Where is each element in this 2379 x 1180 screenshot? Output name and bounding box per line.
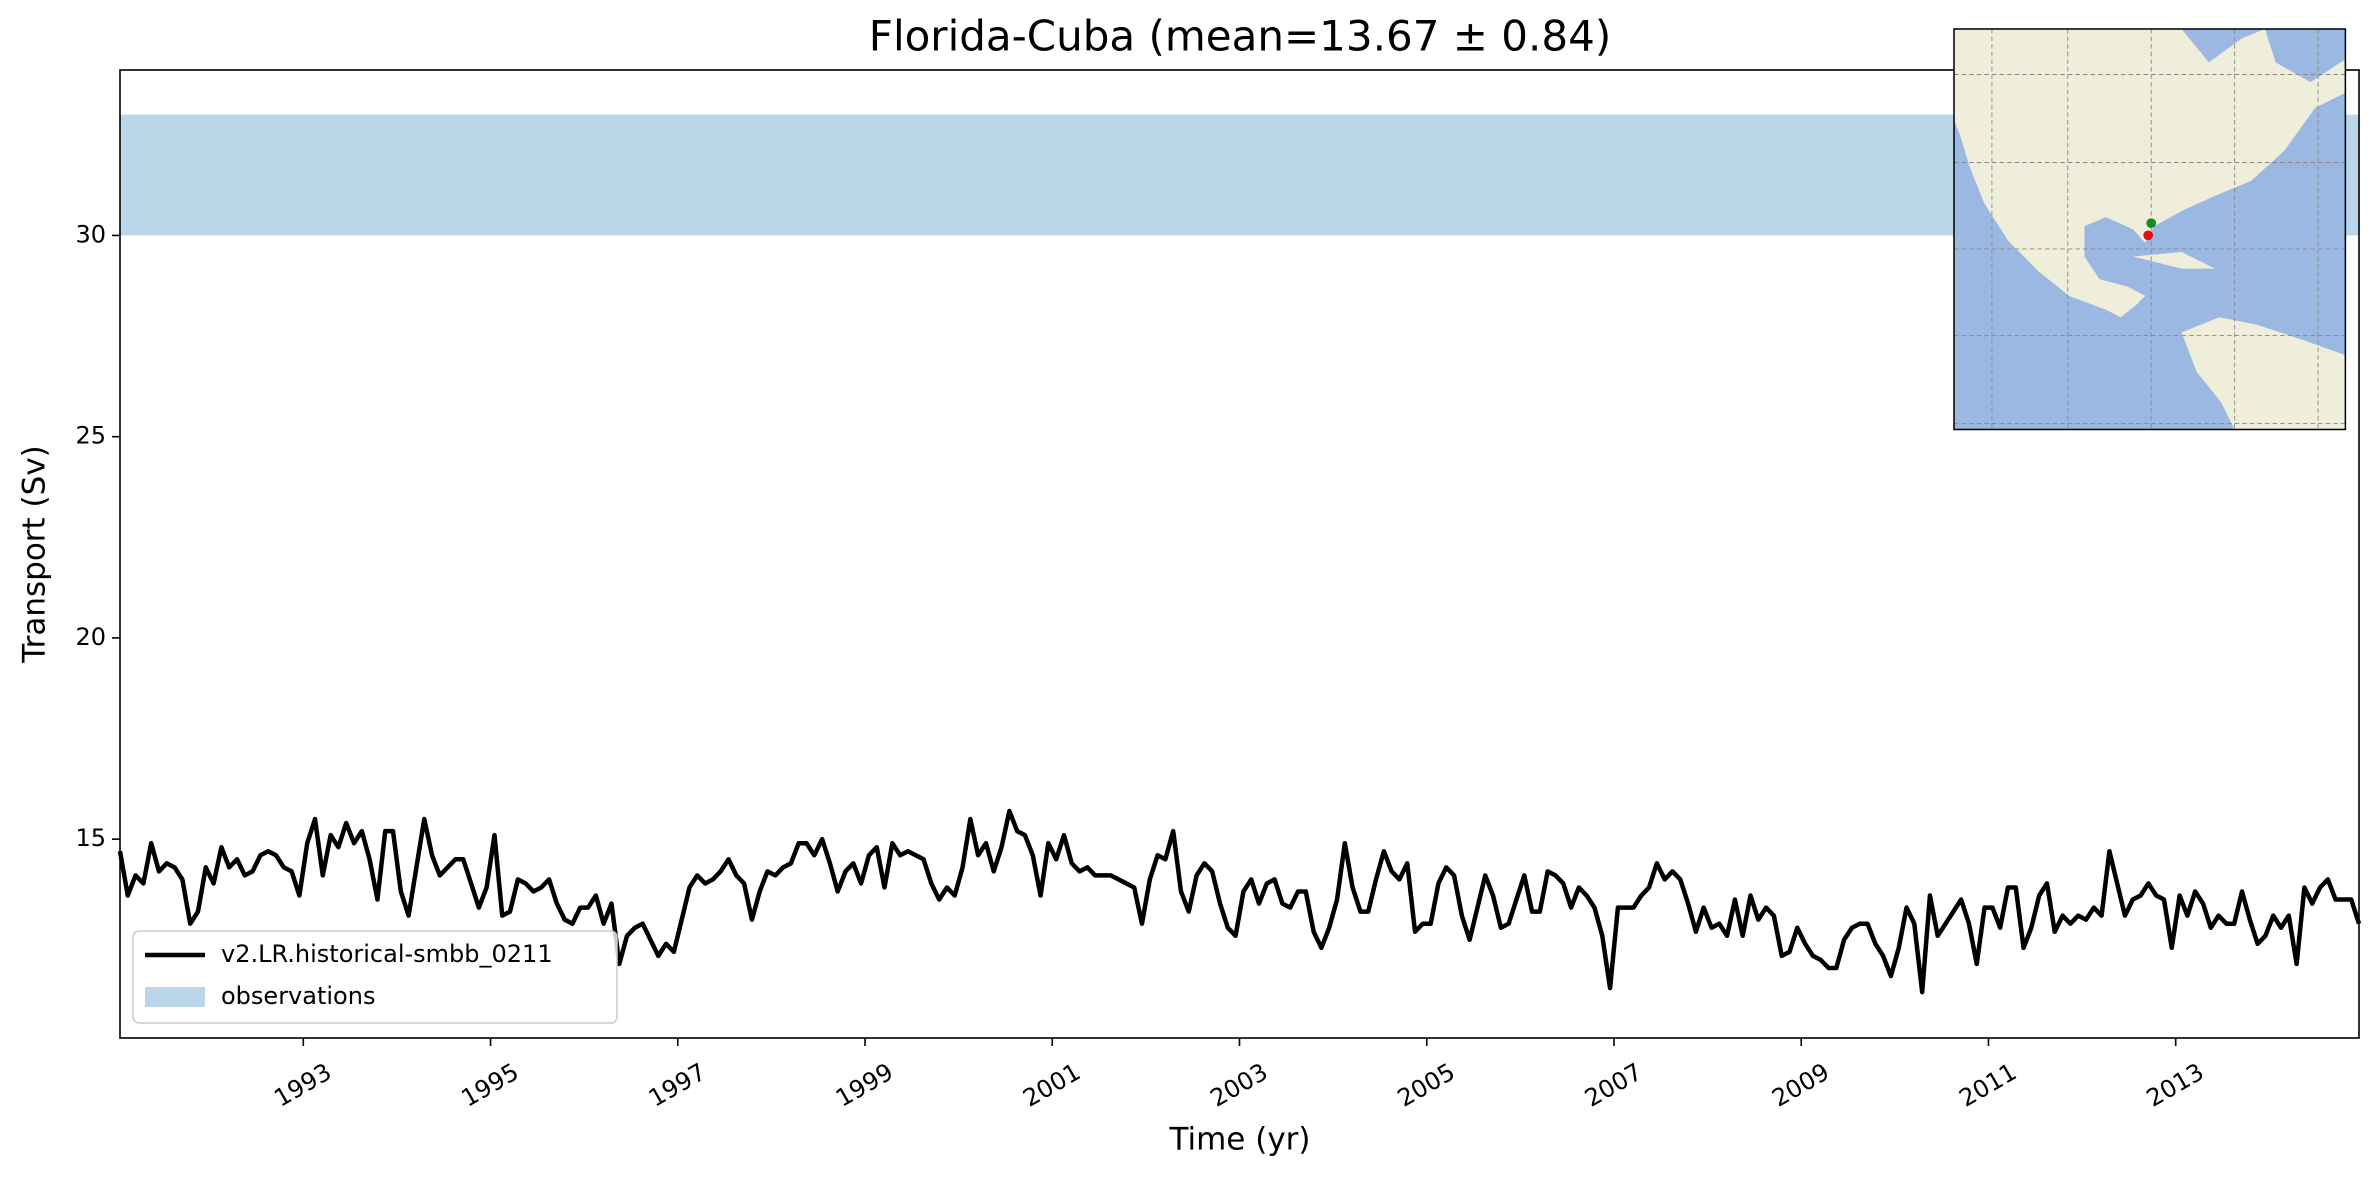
map-frame	[1953, 28, 2347, 431]
map-land	[1954, 29, 2346, 318]
series-line	[117, 808, 2362, 995]
y-tick-label: 30	[75, 220, 106, 248]
chart-title: Florida-Cuba (mean=13.67 ± 0.84)	[869, 12, 1611, 61]
y-tick-label: 25	[75, 422, 106, 450]
legend-label: observations	[221, 982, 375, 1010]
map-inset	[1953, 28, 2347, 431]
y-tick-label: 15	[75, 824, 106, 852]
map-sea	[2264, 29, 2346, 78]
y-tick-label: 20	[75, 623, 106, 651]
map-land	[2181, 317, 2346, 430]
legend-swatch	[145, 987, 205, 1007]
legend-box	[132, 930, 618, 1024]
legend-label: v2.LR.historical-smbb_0211	[221, 940, 553, 968]
x-axis-label: Time (yr)	[1169, 1122, 1311, 1158]
map-grid	[1954, 29, 2346, 430]
map-marker	[2146, 218, 2157, 229]
map-land	[2133, 251, 2215, 269]
map-marker	[2143, 230, 2154, 241]
y-axis-label: Transport (Sv)	[17, 445, 53, 664]
legend: v2.LR.historical-smbb_0211 observations	[132, 930, 618, 1024]
